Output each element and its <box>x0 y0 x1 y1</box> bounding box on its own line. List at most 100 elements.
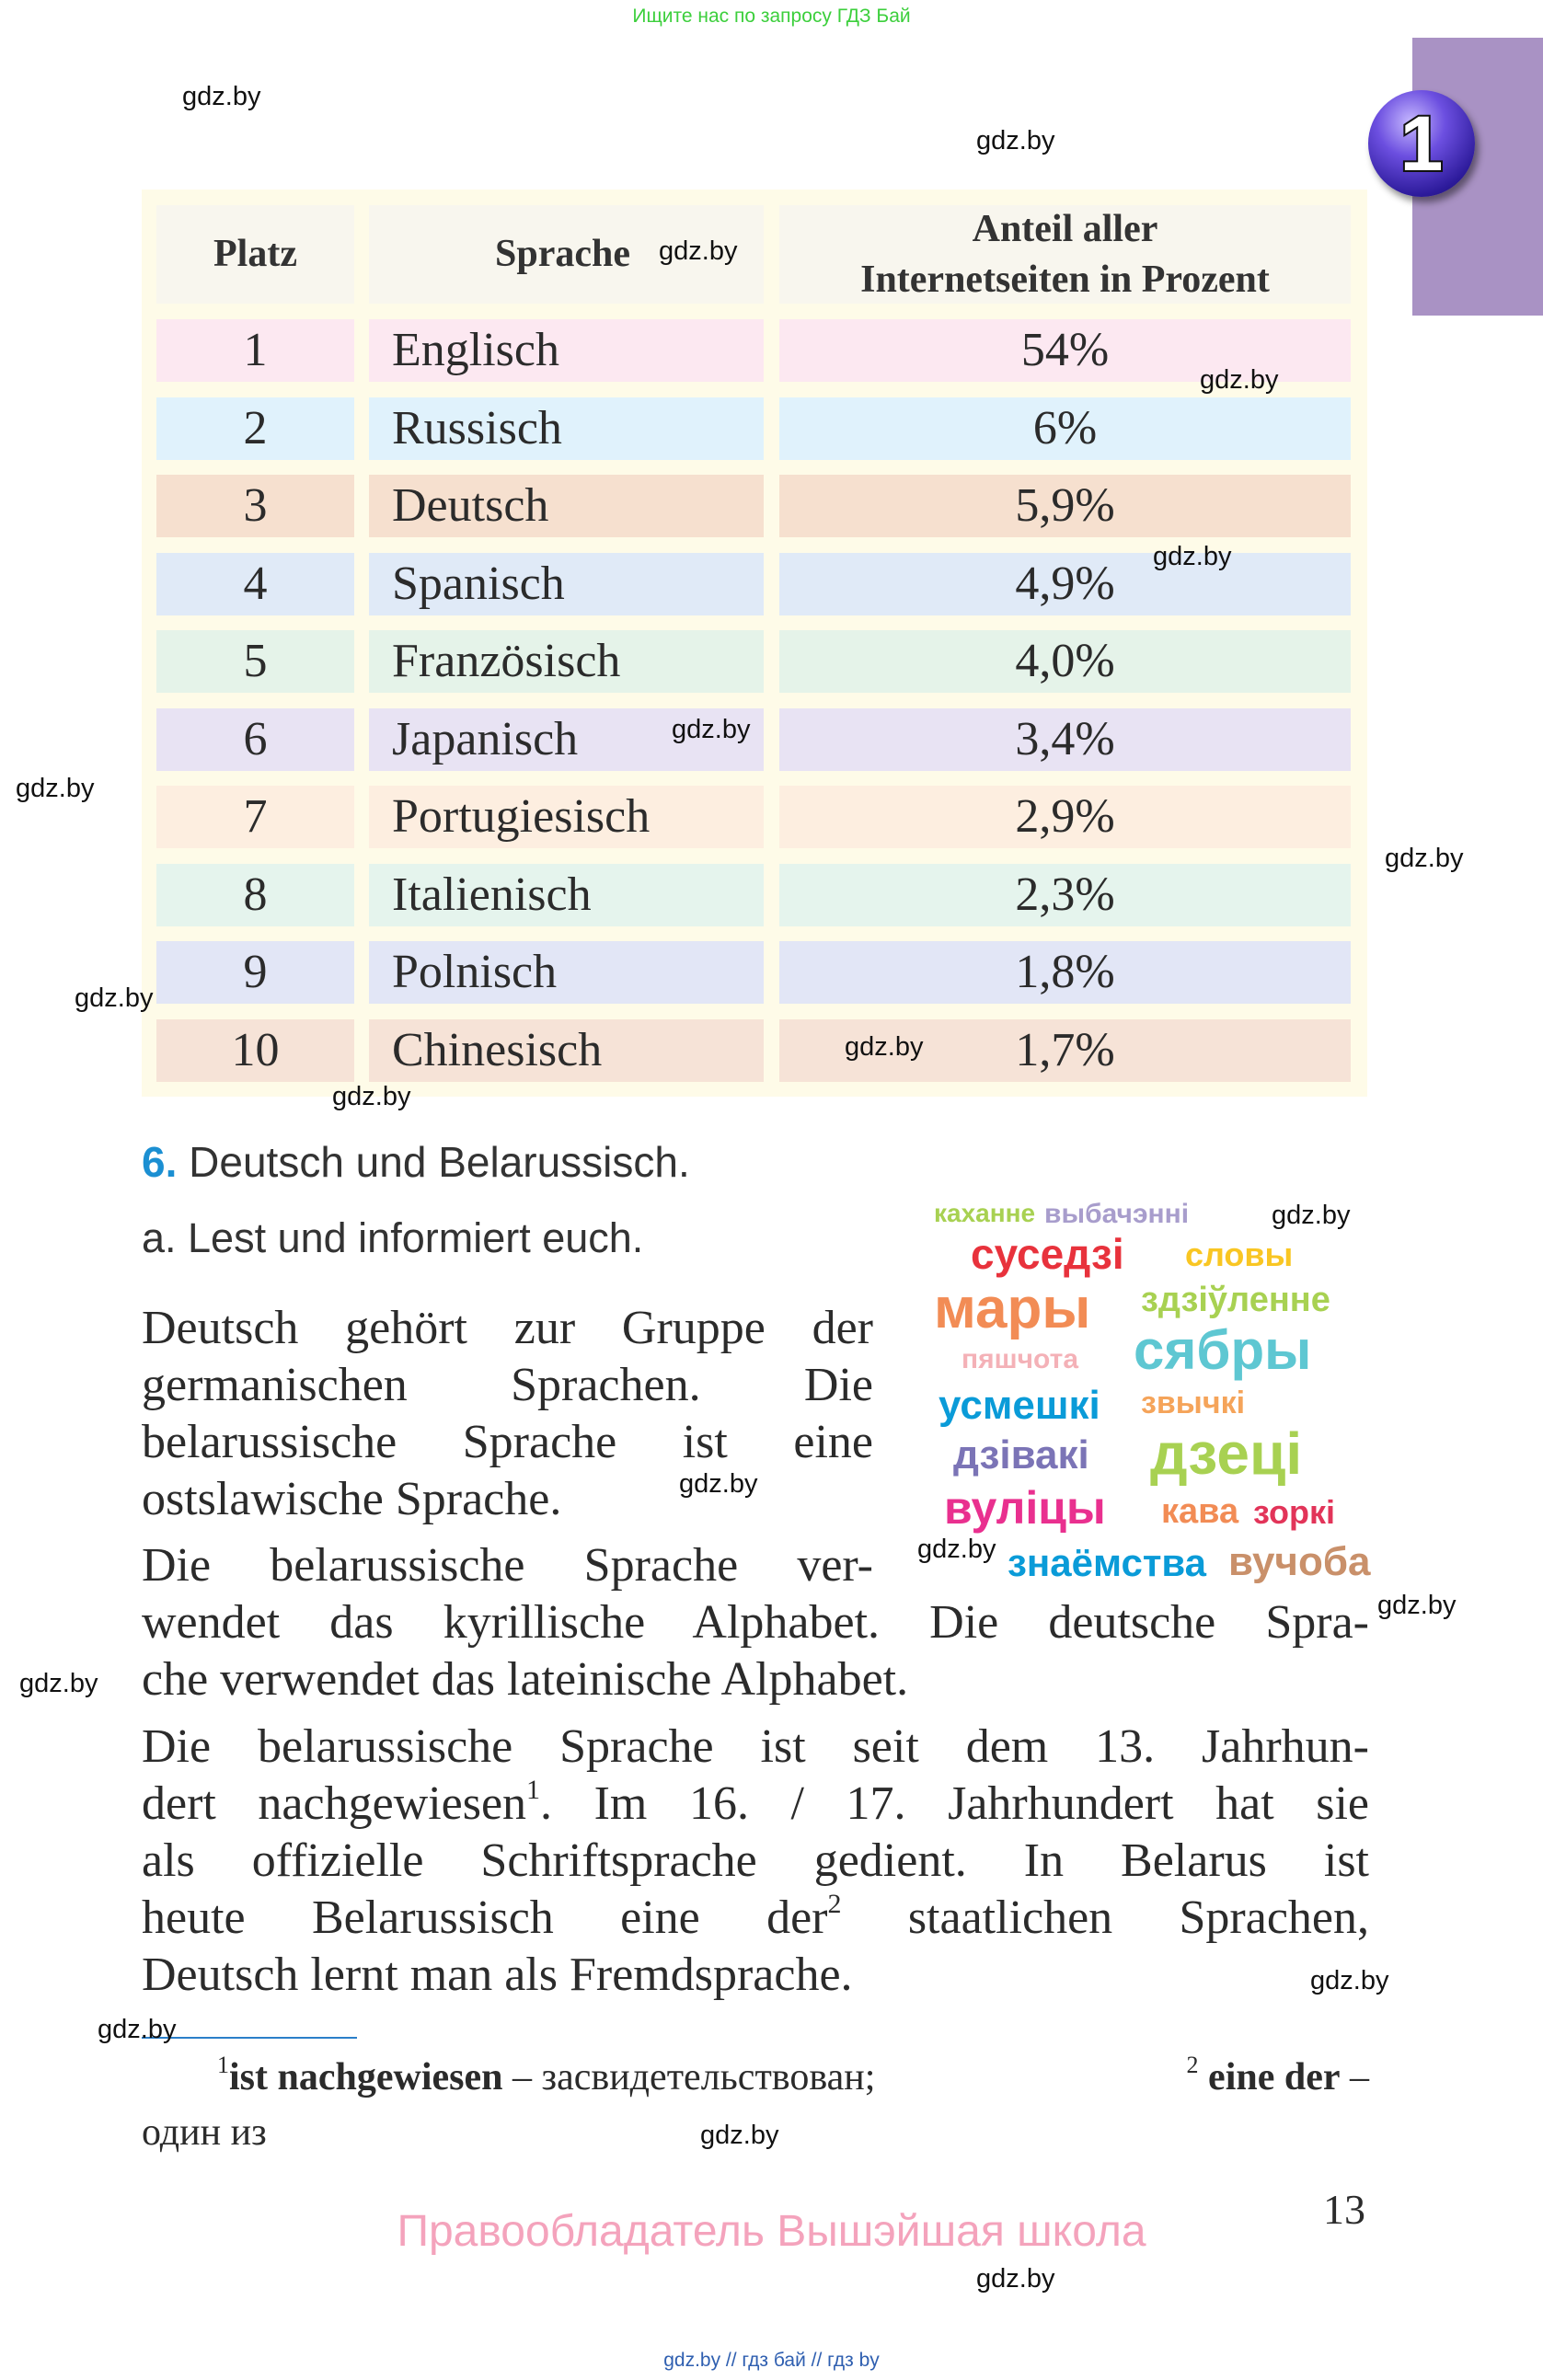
table-cell-sprache: Russisch <box>369 397 764 460</box>
table-cell-platz: 7 <box>156 786 354 848</box>
footnote-translation-2: один из <box>142 2111 267 2154</box>
watermark: gdz.by <box>976 2264 1055 2294</box>
watermark: gdz.by <box>1272 1201 1351 1230</box>
watermark: gdz.by <box>700 2121 779 2150</box>
footnote-divider <box>142 2037 357 2039</box>
watermark: gdz.by <box>332 1082 411 1111</box>
cloud-word: выбачэнні <box>1044 1199 1190 1229</box>
watermark: gdz.by <box>659 236 738 266</box>
footnote-1: 1ist nachgewiesen – засвидетельствован; <box>217 2053 885 2098</box>
cloud-word: здзіўленне <box>1141 1281 1330 1319</box>
watermark: gdz.by <box>1200 365 1279 395</box>
footnote-line: 1ist nachgewiesen – засвидетельствован; … <box>217 2053 1369 2098</box>
header-anteil-line1: Anteil aller <box>972 207 1158 250</box>
table-cell-sprache: Japanisch <box>369 707 764 771</box>
watermark: gdz.by <box>19 1669 98 1698</box>
exercise-task: a. Lest und informiert euch. <box>142 1214 644 1261</box>
table-cell-sprache: Polnisch <box>369 941 764 1004</box>
watermark: gdz.by <box>182 82 261 111</box>
table-cell-platz: 10 <box>156 1018 354 1082</box>
paragraph1-line: ostslawische Sprache. <box>142 1473 562 1525</box>
table-cell-platz: 9 <box>156 941 354 1004</box>
paragraph3-line: heute Belarussisch eine der2 staatlichen… <box>142 1890 1369 1947</box>
cloud-word: усмешкі <box>938 1383 1100 1428</box>
cloud-word: дзеці <box>1150 1420 1303 1487</box>
table-cell-platz: 8 <box>156 863 354 926</box>
watermark: gdz.by <box>98 2015 177 2044</box>
exercise-title: Deutsch und Belarussisch. <box>189 1138 690 1186</box>
table-cell-anteil: 54% <box>779 319 1351 382</box>
paragraph3-line: dert nachgewiesen1. Im 16. / 17. Jahrhun… <box>142 1776 1369 1833</box>
table-cell-anteil: 4,9% <box>779 552 1351 615</box>
table-cell-sprache: Portugiesisch <box>369 786 764 848</box>
copyright-holder: Правообладатель Вышэйшая школа <box>397 2207 1146 2256</box>
table-cell-platz: 3 <box>156 475 354 537</box>
search-hint: Ищите нас по запросу ГДЗ Бай <box>632 6 911 27</box>
footnote-number: 1 <box>217 2052 229 2078</box>
table-cell-sprache: Italienisch <box>369 863 764 926</box>
header-anteil: Anteil aller Internetseiten in Prozent <box>779 205 1351 304</box>
paragraph3-line: Deutsch lernt man als Fremdsprache. <box>142 1949 853 2001</box>
paragraph2-line: wendet das kyrillische Alphabet. Die deu… <box>142 1596 1369 1649</box>
table-cell-anteil: 4,0% <box>779 630 1351 693</box>
watermark: gdz.by <box>1377 1591 1457 1620</box>
page-number: 13 <box>1323 2186 1365 2233</box>
table-cell-anteil: 1,7% <box>779 1018 1351 1082</box>
watermark: gdz.by <box>679 1469 758 1499</box>
footnote-term: eine der <box>1208 2056 1341 2098</box>
exercise-heading: 6. Deutsch und Belarussisch. <box>142 1137 690 1187</box>
table-cell-sprache: Deutsch <box>369 475 764 537</box>
watermark: gdz.by <box>75 983 154 1013</box>
watermark: gdz.by <box>917 1535 996 1564</box>
cloud-word: вуліцы <box>944 1482 1106 1534</box>
watermark: gdz.by <box>1153 542 1232 571</box>
cloud-word: мары <box>934 1277 1091 1340</box>
footnote-ref-2: 2 <box>827 1889 842 1919</box>
table-cell-sprache: Französisch <box>369 630 764 693</box>
chapter-number: 1 <box>1399 100 1445 187</box>
table-cell-sprache: Spanisch <box>369 552 764 615</box>
watermark: gdz.by <box>845 1032 924 1062</box>
paragraph3-line: Die belarussische Sprache ist seit dem 1… <box>142 1720 1369 1773</box>
footnote-dash: – <box>1340 2056 1369 2098</box>
table-cell-platz: 6 <box>156 707 354 771</box>
exercise-number: 6. <box>142 1138 178 1186</box>
cloud-word: кава <box>1161 1492 1239 1531</box>
cloud-word: дзівакі <box>953 1432 1089 1477</box>
table-cell-platz: 2 <box>156 397 354 460</box>
watermark: gdz.by <box>1385 844 1464 873</box>
table-cell-anteil: 2,3% <box>779 863 1351 926</box>
header-platz: Platz <box>156 205 354 304</box>
text: dert nachgewiesen <box>142 1777 527 1830</box>
table-cell-platz: 4 <box>156 552 354 615</box>
cloud-word: пяшчота <box>961 1344 1079 1374</box>
paragraph2-line: che verwendet das lateinische Alphabet. <box>142 1653 909 1706</box>
cloud-word: каханне <box>934 1199 1036 1227</box>
table-cell-platz: 5 <box>156 630 354 693</box>
header-sprache: Sprache <box>369 205 764 304</box>
table-cell-anteil: 5,9% <box>779 475 1351 537</box>
paragraph3-line: als offizielle Schriftsprache gedient. I… <box>142 1834 1369 1887</box>
watermark: gdz.by <box>672 715 751 744</box>
header-anteil-line2: Internetseiten in Prozent <box>860 258 1270 301</box>
text: heute Belarussisch eine der <box>142 1891 828 1944</box>
table-cell-anteil: 6% <box>779 397 1351 460</box>
bottom-links[interactable]: gdz.by // гдз бай // гдз by <box>663 2350 880 2371</box>
footnote-2: 2 eine der – <box>1187 2053 1369 2098</box>
footnote-translation: – засвидетельствован; <box>502 2056 885 2098</box>
watermark: gdz.by <box>976 126 1055 155</box>
paragraph1-line: belarussische Sprache ist eine <box>142 1416 873 1468</box>
text: . Im 16. / 17. Jahrhundert hat sie <box>540 1777 1369 1830</box>
table-cell-platz: 1 <box>156 319 354 382</box>
cloud-word: звычкі <box>1141 1385 1246 1420</box>
chapter-badge: 1 <box>1368 90 1475 197</box>
table-cell-sprache: Chinesisch <box>369 1018 764 1082</box>
cloud-word: суседзі <box>971 1230 1124 1278</box>
cloud-word: зоркі <box>1253 1493 1335 1531</box>
paragraph2-line: Die belarussische Sprache ver- <box>142 1539 873 1592</box>
paragraph1-line: Deutsch gehört zur Gruppe der <box>142 1302 873 1354</box>
table-cell-sprache: Englisch <box>369 319 764 382</box>
footnote-number: 2 <box>1186 2052 1199 2078</box>
watermark: gdz.by <box>16 774 95 803</box>
cloud-word: словы <box>1185 1236 1294 1273</box>
